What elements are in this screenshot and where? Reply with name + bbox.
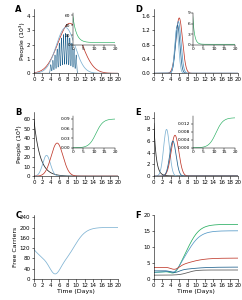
X-axis label: Time (Days): Time (Days) bbox=[57, 289, 95, 294]
Y-axis label: People (10³): People (10³) bbox=[16, 125, 22, 163]
Text: C: C bbox=[15, 211, 21, 220]
Text: B: B bbox=[15, 108, 22, 117]
Y-axis label: Free Carriers: Free Carriers bbox=[13, 227, 18, 267]
Text: A: A bbox=[15, 5, 22, 14]
X-axis label: Time (Days): Time (Days) bbox=[177, 289, 215, 294]
Y-axis label: People (10³): People (10³) bbox=[19, 22, 25, 60]
Text: D: D bbox=[135, 5, 142, 14]
Text: E: E bbox=[135, 108, 141, 117]
Text: F: F bbox=[135, 211, 141, 220]
